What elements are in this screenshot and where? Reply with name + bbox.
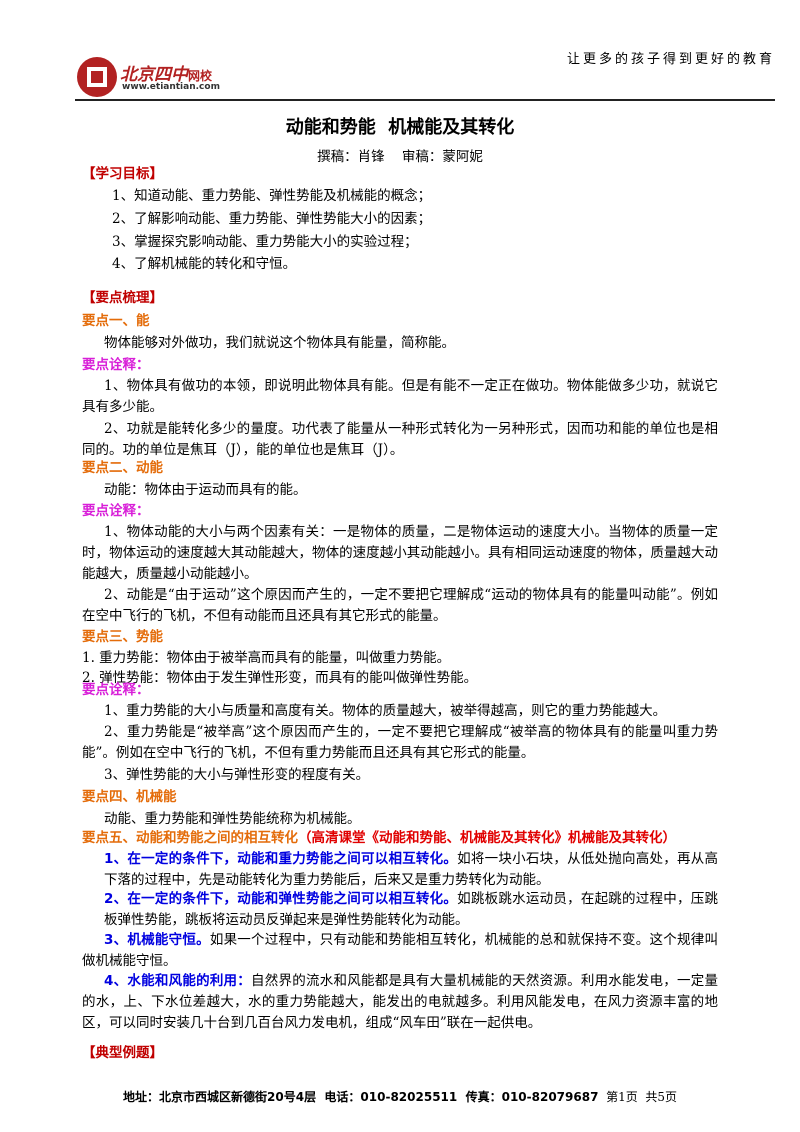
note-heading: 要点诠释： (82, 357, 150, 373)
note-heading: 要点诠释： (82, 682, 150, 698)
section-heading: 【典型例题】 (82, 1045, 163, 1061)
point-source: （高清课堂《动能和势能、机械能及其转化》机械能及其转化） (298, 830, 676, 846)
logo-suffix: 网校 (188, 69, 213, 83)
slogan: 让更多的孩子得到更好的教育 (566, 52, 775, 67)
point-heading: 要点四、机械能 (82, 789, 177, 805)
note: 1、物体动能的大小与两个因素有关：一是物体的质量，二是物体运动的速度大小。当物体… (82, 524, 718, 582)
point-heading: 要点三、势能 (82, 629, 163, 645)
item-text: 如跳板跳水运动员，在起跳的过程中，压跳板弹性势能，跳板将运动员反弹起来是弹性势能… (104, 891, 718, 928)
footer: 地址：北京市西城区新德街20号4层 电话：010-82025511 传真：010… (0, 1088, 800, 1105)
point-heading: 要点五、动能和势能之间的相互转化（高清课堂《动能和势能、机械能及其转化》机械能及… (82, 828, 718, 849)
item-lead: 2、在一定的条件下，动能和弹性势能之间可以相互转化。 (104, 891, 458, 907)
authors: 撰稿：肖锋 审稿：蒙阿妮 (317, 149, 483, 165)
goal-item: 3、掌握探究影响动能、重力势能大小的实验过程； (112, 234, 418, 250)
goal-item: 1、知道动能、重力势能、弹性势能及机械能的概念； (112, 188, 432, 204)
header-rule (75, 99, 775, 101)
item-lead: 1、在一定的条件下，动能和重力势能之间可以相互转化。 (104, 851, 458, 867)
item-text: 如将一块小石块，从低处抛向高处，再从高下落的过程中，先是动能转化为重力势能后，后… (104, 851, 718, 888)
note: 1、物体具有做功的本领，即说明此物体具有能。但是有能不一定正在做功。物体能做多少… (82, 378, 718, 415)
footer-address: 地址：北京市西城区新德街20号4层 电话：010-82025511 传真：010… (123, 1090, 599, 1104)
transform-item: 1、在一定的条件下，动能和重力势能之间可以相互转化。如将一块小石块，从低处抛向高… (104, 849, 718, 891)
point-text: 动能、重力势能和弹性势能统称为机械能。 (104, 811, 361, 827)
note: 2、重力势能是“被举高”这个原因而产生的，一定不要把它理解成“被举高的物体具有的… (82, 724, 718, 761)
point-heading-text: 要点五、动能和势能之间的相互转化 (82, 830, 298, 846)
item-text: 自然界的流水和风能都是具有大量机械能的天然资源。利用水能发电，一定量的水，上、下… (82, 973, 718, 1031)
point-item: 2. 弹性势能：物体由于发生弹性形变，而具有的能叫做弹性势能。 (82, 670, 478, 686)
logo-title: 北京四中 (120, 65, 188, 85)
transform-item: 4、水能和风能的利用：自然界的流水和风能都是具有大量机械能的天然资源。利用水能发… (82, 971, 718, 1034)
note: 2、动能是“由于运动”这个原因而产生的，一定不要把它理解成“运动的物体具有的能量… (82, 587, 718, 624)
transform-item: 3、机械能守恒。如果一个过程中，只有动能和势能相互转化，机械能的总和就保持不变。… (82, 930, 718, 972)
goal-item: 4、了解机械能的转化和守恒。 (112, 256, 297, 272)
logo-icon (77, 57, 117, 97)
note: 2、功就是能转化多少的量度。功代表了能量从一种形式转化为一另种形式，因而功和能的… (82, 421, 718, 458)
point-text: 动能：物体由于运动而具有的能。 (104, 482, 307, 498)
item-text: 如果一个过程中，只有动能和势能相互转化，机械能的总和就保持不变。这个规律叫做机械… (82, 932, 718, 969)
item-lead: 3、机械能守恒。 (104, 932, 210, 948)
title: 动能和势能 机械能及其转化 (285, 117, 515, 138)
transform-item: 2、在一定的条件下，动能和弹性势能之间可以相互转化。如跳板跳水运动员，在起跳的过… (104, 889, 718, 931)
point-heading: 要点一、能 (82, 313, 150, 329)
section-heading: 【要点梳理】 (82, 290, 163, 306)
logo-name: 北京四中网校 (120, 60, 212, 85)
note: 3、弹性势能的大小与弹性形变的程度有关。 (104, 767, 370, 783)
point-heading: 要点二、动能 (82, 460, 163, 476)
point-item: 1. 重力势能：物体由于被举高而具有的能量，叫做重力势能。 (82, 650, 451, 666)
footer-page: 第1页 共5页 (606, 1090, 677, 1104)
section-heading: 【学习目标】 (82, 166, 163, 182)
logo-url: www.etiantian.com (122, 82, 220, 92)
note-heading: 要点诠释： (82, 503, 150, 519)
item-lead: 4、水能和风能的利用： (104, 973, 252, 989)
goal-item: 2、了解影响动能、重力势能、弹性势能大小的因素； (112, 211, 432, 227)
point-text: 物体能够对外做功，我们就说这个物体具有能量，简称能。 (104, 335, 455, 351)
note: 1、重力势能的大小与质量和高度有关。物体的质量越大，被举得越高，则它的重力势能越… (104, 703, 667, 719)
